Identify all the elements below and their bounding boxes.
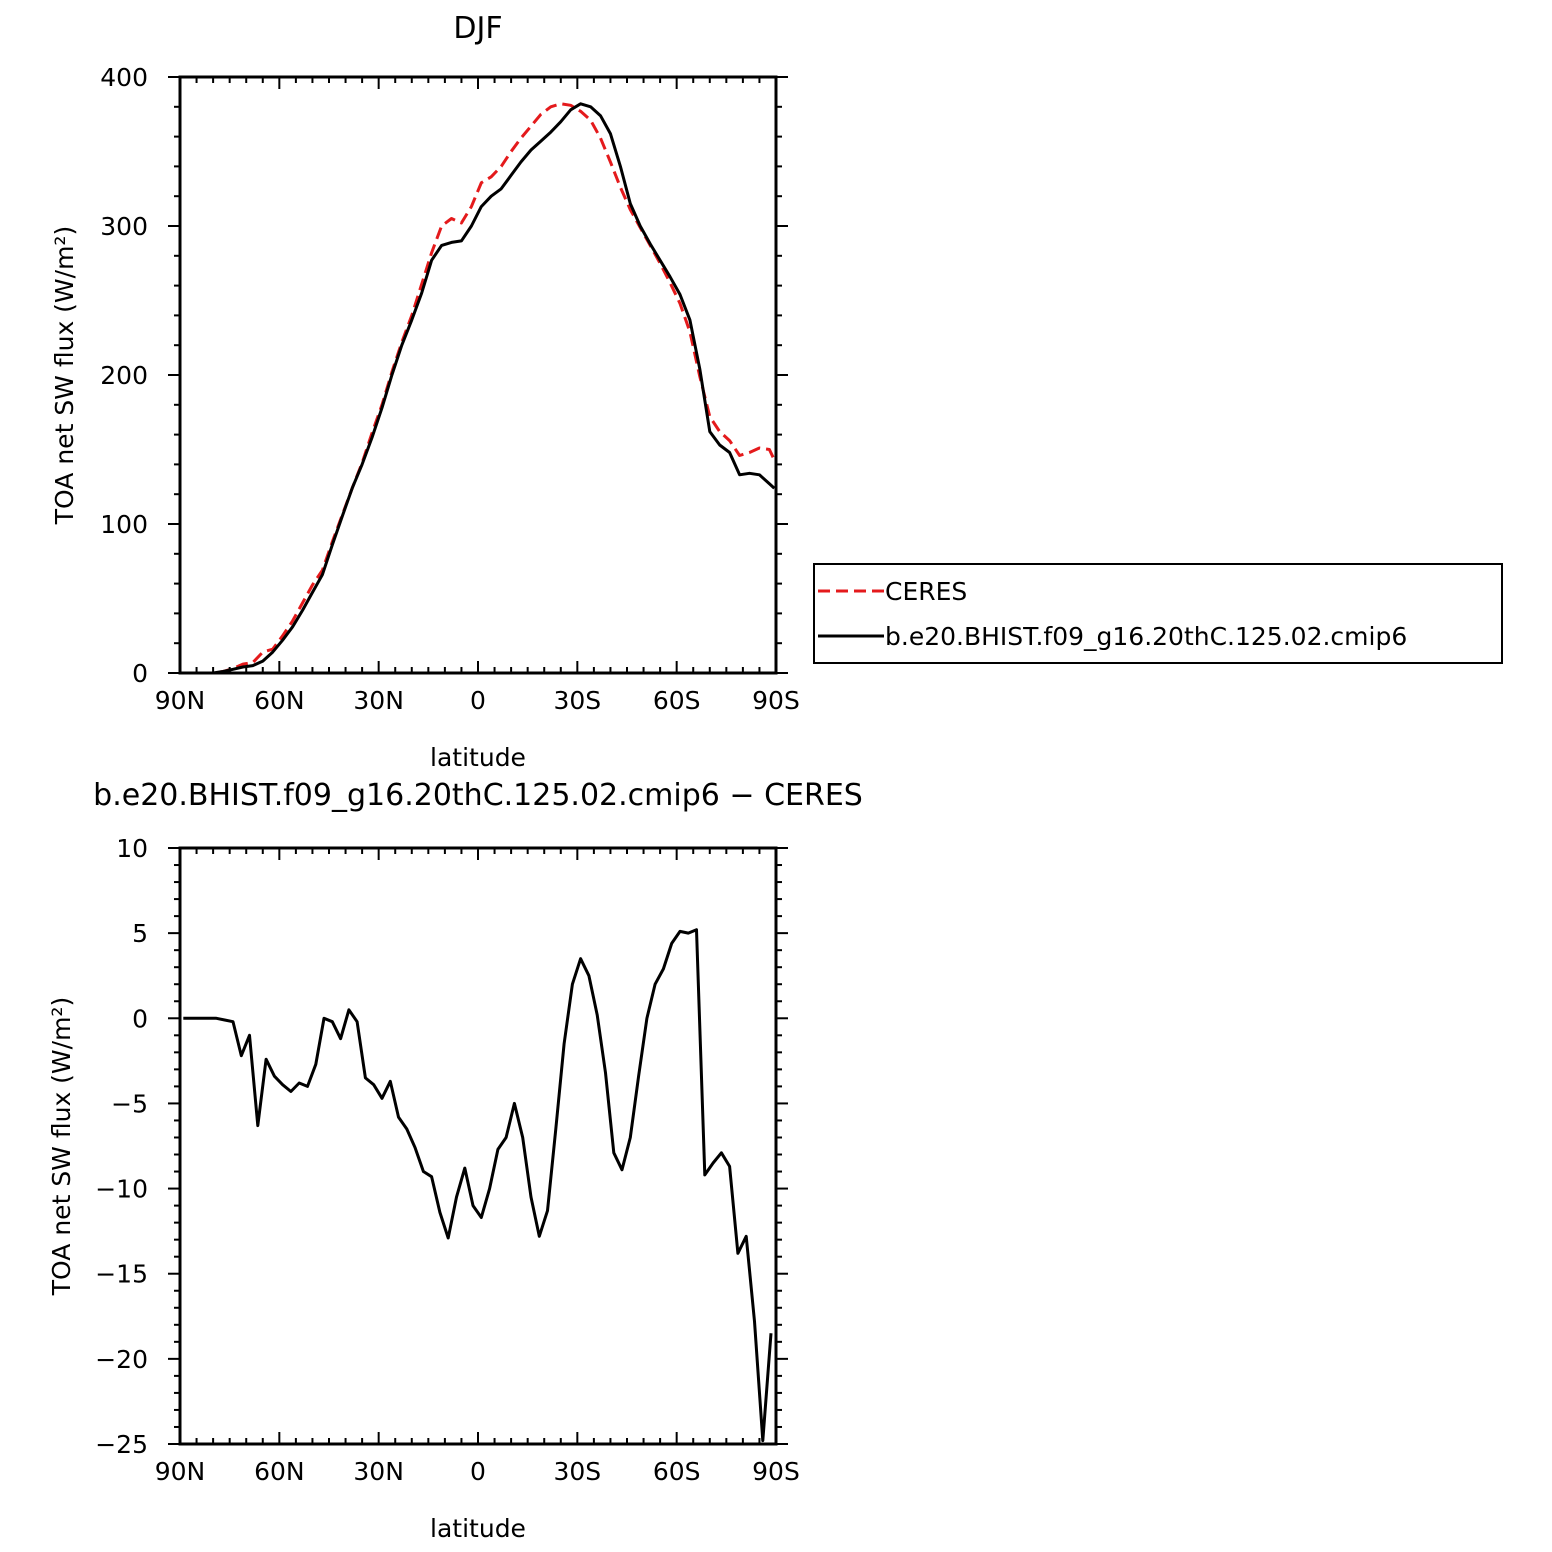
bottom-chart-y-tick-label: 0 bbox=[132, 1004, 148, 1033]
bottom-chart-x-tick-label: 30N bbox=[353, 1457, 404, 1486]
top-chart-x-tick-label: 60S bbox=[653, 686, 701, 715]
top-chart-title: DJF bbox=[453, 11, 502, 46]
bottom-chart-x-tick-label: 90N bbox=[155, 1457, 206, 1486]
bottom-chart-y-tick-label: −5 bbox=[111, 1089, 148, 1118]
bottom-chart-series-line-difference bbox=[183, 928, 773, 1443]
bottom-chart-x-tick-label: 0 bbox=[470, 1457, 486, 1486]
bottom-chart-y-tick-label: −25 bbox=[95, 1430, 148, 1459]
bottom-chart-x-tick-label: 60S bbox=[653, 1457, 701, 1486]
bottom-chart-title: b.e20.BHIST.f09_g16.20thC.125.02.cmip6 −… bbox=[93, 778, 863, 813]
top-chart-y-tick-label: 200 bbox=[100, 361, 148, 390]
top-chart-x-tick-label: 30S bbox=[553, 686, 601, 715]
bottom-chart-y-axis-title: TOA net SW flux (W/m²) bbox=[47, 997, 76, 1296]
top-chart-x-tick-label: 0 bbox=[470, 686, 486, 715]
top-chart-x-tick-label: 90N bbox=[155, 686, 206, 715]
bottom-chart-x-axis-title: latitude bbox=[430, 1514, 526, 1543]
top-chart-series-line-ceres bbox=[183, 102, 776, 675]
bottom-chart-plot-frame bbox=[178, 846, 778, 1446]
top-chart-plot-frame bbox=[178, 75, 778, 675]
bottom-chart-y-tick-label: 5 bbox=[132, 919, 148, 948]
top-chart-axes-layer: 90N 60N 30N 0 30S 60S 90S 0 100 200 300 400 bbox=[100, 63, 800, 715]
bottom-chart-x-tick-label: 60N bbox=[254, 1457, 305, 1486]
top-chart-x-tick-label: 30N bbox=[353, 686, 404, 715]
bottom-chart-y-tick-label: 10 bbox=[116, 834, 148, 863]
bottom-chart-y-tick-label: −10 bbox=[95, 1175, 148, 1204]
legend-model-label: b.e20.BHIST.f09_g16.20thC.125.02.cmip6 bbox=[885, 622, 1407, 651]
top-chart-x-tick-label: 60N bbox=[254, 686, 305, 715]
bottom-chart-panel: b.e20.BHIST.f09_g16.20thC.125.02.cmip6 −… bbox=[47, 778, 863, 1543]
legend-ceres-label: CERES bbox=[885, 577, 967, 606]
top-chart-x-axis-title: latitude bbox=[430, 743, 526, 772]
legend-box bbox=[813, 563, 1503, 664]
bottom-chart-x-tick-label: 30S bbox=[553, 1457, 601, 1486]
top-chart-x-tick-label: 90S bbox=[752, 686, 800, 715]
bottom-chart-y-tick-label: −15 bbox=[95, 1260, 148, 1289]
top-chart-panel: DJF 90N 60N 30N 0 30S 60S 90S 0 100 200 300 400 lat… bbox=[50, 11, 800, 772]
top-chart-series-layer bbox=[183, 102, 776, 675]
top-chart-y-tick-label: 400 bbox=[100, 63, 148, 92]
top-chart-y-tick-label: 300 bbox=[100, 212, 148, 241]
bottom-chart-y-tick-label: −20 bbox=[95, 1345, 148, 1374]
top-chart-y-tick-label: 0 bbox=[132, 659, 148, 688]
bottom-chart-series-layer bbox=[183, 928, 773, 1443]
top-chart-y-axis-title: TOA net SW flux (W/m²) bbox=[50, 226, 79, 525]
top-chart-series-line-model bbox=[183, 102, 776, 675]
top-chart-y-tick-label: 100 bbox=[100, 510, 148, 539]
chart-legend: CERES b.e20.BHIST.f09_g16.20thC.125.02.c… bbox=[813, 563, 1503, 664]
bottom-chart-x-tick-label: 90S bbox=[752, 1457, 800, 1486]
